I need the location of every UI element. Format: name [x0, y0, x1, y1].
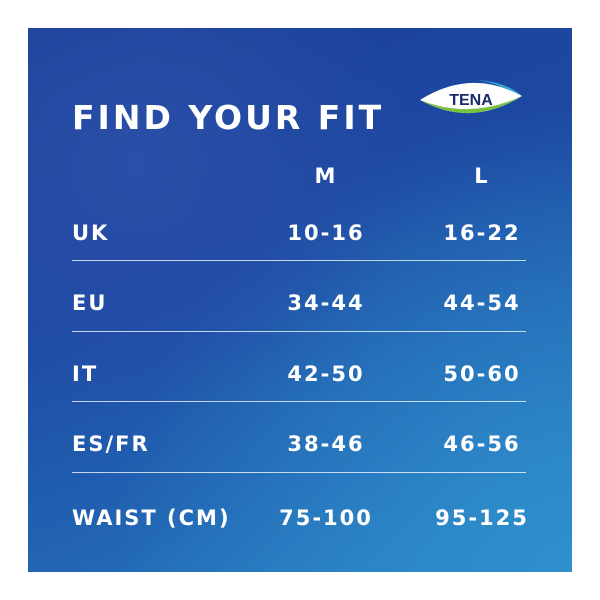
cell-l: 44-54: [443, 291, 521, 315]
cell-l: 95-125: [435, 506, 529, 530]
row-label: WAIST (CM): [72, 506, 231, 530]
row-label: ES/FR: [72, 432, 150, 456]
cell-m: 42-50: [287, 362, 365, 386]
column-header-l: L: [474, 164, 490, 188]
row-divider: [72, 260, 526, 261]
row-label: EU: [72, 291, 108, 315]
size-chart-panel: FIND YOUR FIT TENA M L UK 10-16 16-22 EU…: [28, 28, 572, 572]
row-label: UK: [72, 221, 110, 245]
row-divider: [72, 331, 526, 332]
cell-l: 46-56: [443, 432, 521, 456]
page-title: FIND YOUR FIT: [72, 98, 385, 137]
row-divider: [72, 401, 526, 402]
row-label: IT: [72, 362, 99, 386]
svg-text:TENA: TENA: [449, 92, 493, 109]
cell-m: 10-16: [287, 221, 365, 245]
row-divider: [72, 472, 526, 473]
column-header-m: M: [314, 164, 338, 188]
cell-m: 34-44: [287, 291, 365, 315]
cell-l: 50-60: [443, 362, 521, 386]
cell-m: 38-46: [287, 432, 365, 456]
cell-m: 75-100: [279, 506, 373, 530]
cell-l: 16-22: [443, 221, 521, 245]
tena-logo: TENA: [420, 80, 522, 114]
